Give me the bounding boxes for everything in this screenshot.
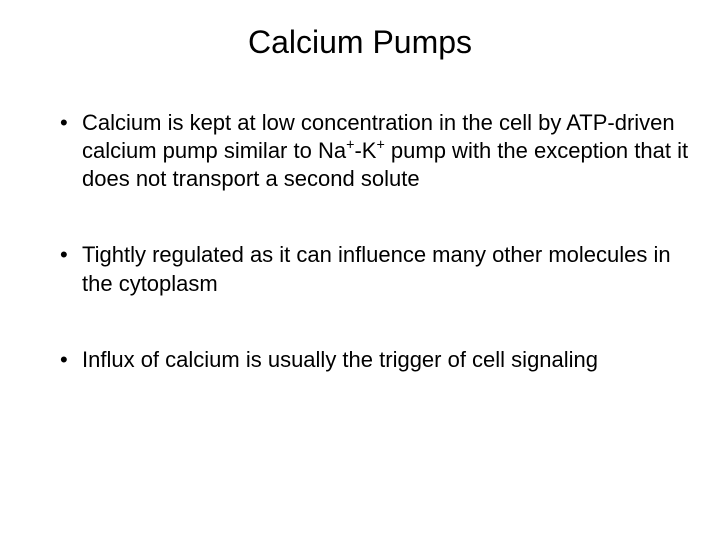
bullet-item: Calcium is kept at low concentration in … (60, 109, 690, 193)
slide-title: Calcium Pumps (30, 24, 690, 61)
slide-container: Calcium Pumps Calcium is kept at low con… (0, 0, 720, 540)
bullet-item: Influx of calcium is usually the trigger… (60, 346, 690, 374)
bullet-item: Tightly regulated as it can influence ma… (60, 241, 690, 297)
bullet-list: Calcium is kept at low concentration in … (30, 109, 690, 374)
